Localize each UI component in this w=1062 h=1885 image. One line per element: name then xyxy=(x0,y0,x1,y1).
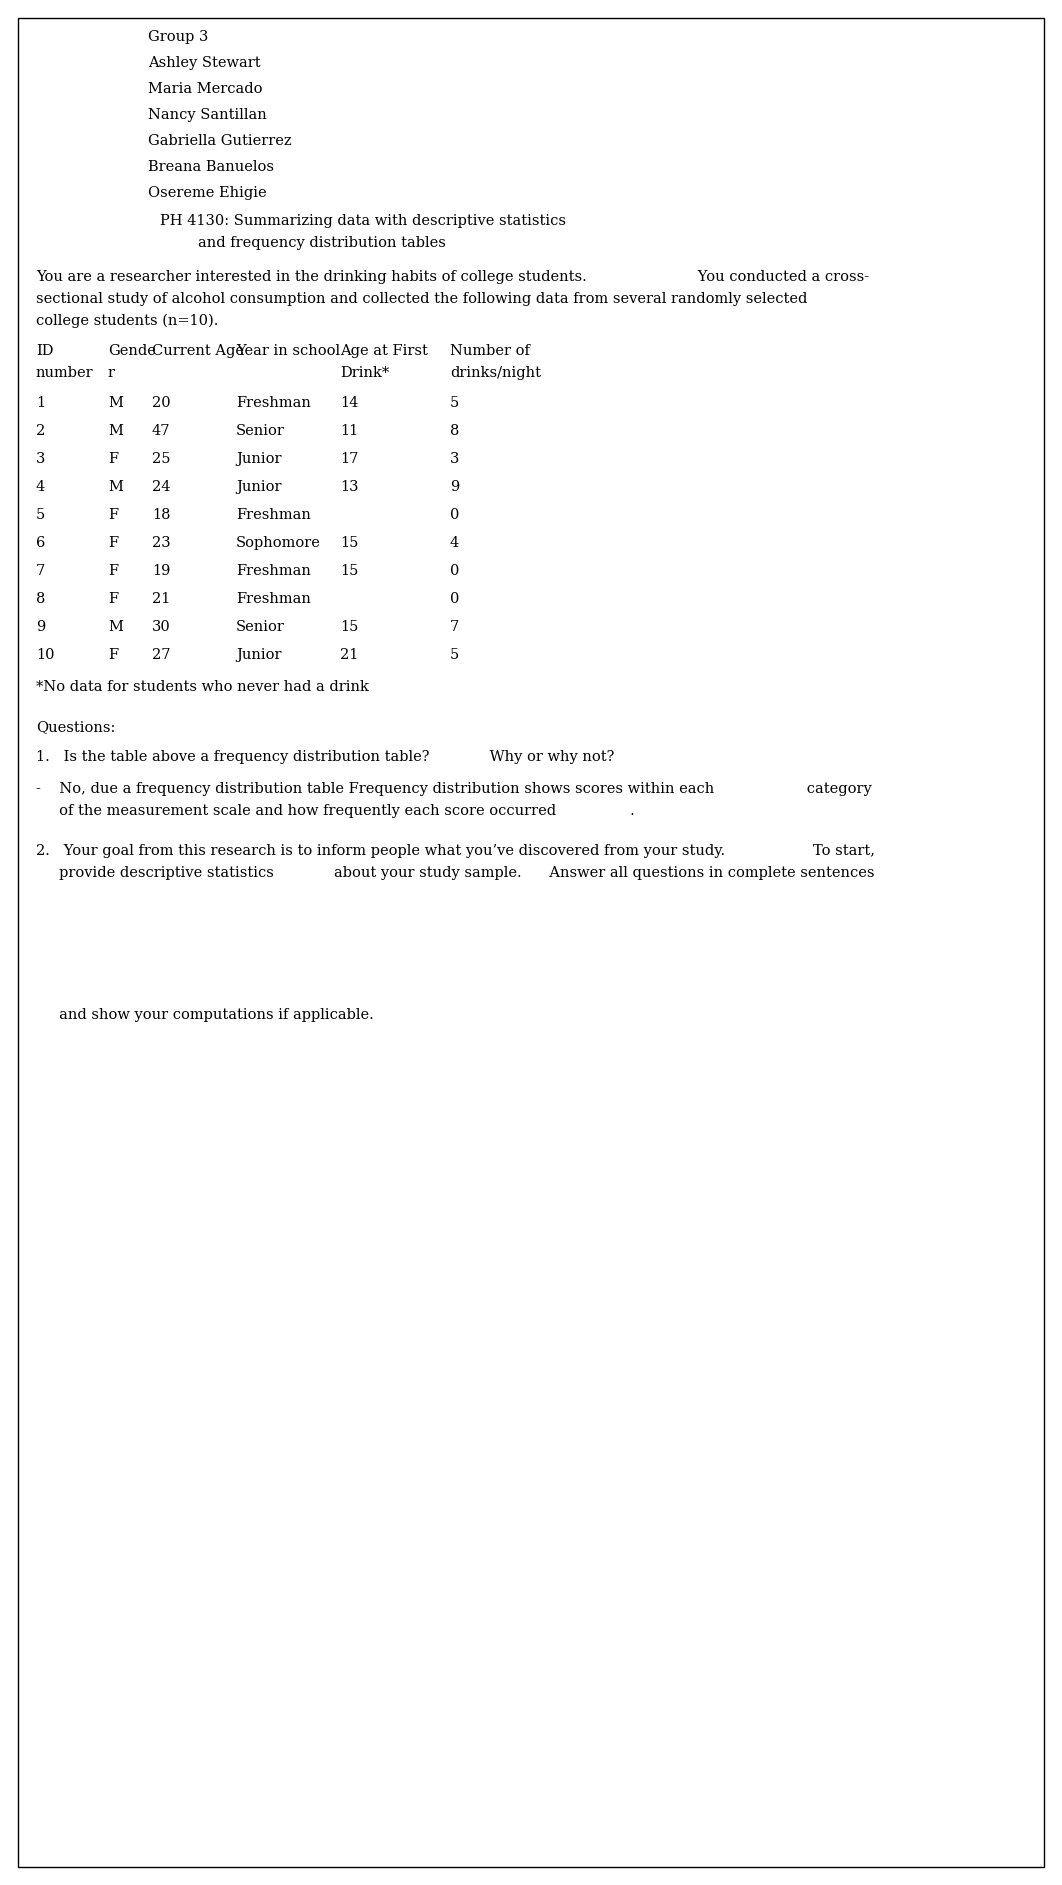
Text: You are a researcher interested in the drinking habits of college students.     : You are a researcher interested in the d… xyxy=(36,270,869,285)
Text: 0: 0 xyxy=(450,507,460,522)
Text: 7: 7 xyxy=(36,564,46,579)
Text: 3: 3 xyxy=(36,452,46,466)
Text: provide descriptive statistics             about your study sample.      Answer : provide descriptive statistics about you… xyxy=(36,865,874,880)
Text: Current Age: Current Age xyxy=(152,343,244,358)
Text: Breana Banuelos: Breana Banuelos xyxy=(148,160,274,173)
Text: 21: 21 xyxy=(152,592,170,605)
Text: 3: 3 xyxy=(450,452,460,466)
Text: M: M xyxy=(108,396,123,411)
Text: Maria Mercado: Maria Mercado xyxy=(148,83,262,96)
Text: r: r xyxy=(108,366,115,381)
Text: and frequency distribution tables: and frequency distribution tables xyxy=(198,236,446,251)
Text: 9: 9 xyxy=(450,481,459,494)
Text: Number of: Number of xyxy=(450,343,530,358)
Text: 17: 17 xyxy=(340,452,358,466)
Text: M: M xyxy=(108,620,123,633)
Text: 1: 1 xyxy=(36,396,45,411)
Text: F: F xyxy=(108,592,118,605)
Text: 20: 20 xyxy=(152,396,171,411)
Text: 27: 27 xyxy=(152,648,171,662)
Text: 23: 23 xyxy=(152,535,171,550)
Text: Age at First: Age at First xyxy=(340,343,428,358)
Text: Gabriella Gutierrez: Gabriella Gutierrez xyxy=(148,134,292,149)
Text: 18: 18 xyxy=(152,507,171,522)
Text: Senior: Senior xyxy=(236,424,285,437)
Text: 8: 8 xyxy=(450,424,460,437)
Text: 19: 19 xyxy=(152,564,170,579)
Text: Freshman: Freshman xyxy=(236,592,311,605)
Text: Junior: Junior xyxy=(236,648,281,662)
Text: Questions:: Questions: xyxy=(36,720,116,733)
Text: Group 3: Group 3 xyxy=(148,30,208,43)
Text: 9: 9 xyxy=(36,620,46,633)
Text: 14: 14 xyxy=(340,396,358,411)
Text: 13: 13 xyxy=(340,481,359,494)
Text: 4: 4 xyxy=(450,535,459,550)
Text: Junior: Junior xyxy=(236,481,281,494)
Text: number: number xyxy=(36,366,93,381)
Text: 5: 5 xyxy=(36,507,46,522)
Text: Freshman: Freshman xyxy=(236,396,311,411)
Text: Junior: Junior xyxy=(236,452,281,466)
Text: 10: 10 xyxy=(36,648,54,662)
Text: Sophomore: Sophomore xyxy=(236,535,321,550)
Text: 15: 15 xyxy=(340,620,358,633)
Text: F: F xyxy=(108,535,118,550)
Text: 47: 47 xyxy=(152,424,171,437)
Text: -    No, due a frequency distribution table Frequency distribution shows scores : - No, due a frequency distribution table… xyxy=(36,782,872,795)
Text: Freshman: Freshman xyxy=(236,507,311,522)
Text: 5: 5 xyxy=(450,648,459,662)
Text: Year in school: Year in school xyxy=(236,343,340,358)
Text: 24: 24 xyxy=(152,481,171,494)
Text: 0: 0 xyxy=(450,564,460,579)
Text: 4: 4 xyxy=(36,481,46,494)
Text: 8: 8 xyxy=(36,592,46,605)
Text: 15: 15 xyxy=(340,535,358,550)
Text: Drink*: Drink* xyxy=(340,366,390,381)
Text: sectional study of alcohol consumption and collected the following data from sev: sectional study of alcohol consumption a… xyxy=(36,292,807,305)
Text: F: F xyxy=(108,452,118,466)
Text: college students (n=10).: college students (n=10). xyxy=(36,315,219,328)
Text: 1.   Is the table above a frequency distribution table?             Why or why n: 1. Is the table above a frequency distri… xyxy=(36,750,615,763)
Text: F: F xyxy=(108,507,118,522)
Text: 2: 2 xyxy=(36,424,46,437)
Text: Nancy Santillan: Nancy Santillan xyxy=(148,107,267,123)
Text: 15: 15 xyxy=(340,564,358,579)
Text: 0: 0 xyxy=(450,592,460,605)
Text: and show your computations if applicable.: and show your computations if applicable… xyxy=(36,1008,374,1022)
Text: Ashley Stewart: Ashley Stewart xyxy=(148,57,260,70)
Text: 7: 7 xyxy=(450,620,459,633)
Text: Freshman: Freshman xyxy=(236,564,311,579)
Text: M: M xyxy=(108,481,123,494)
Text: drinks/night: drinks/night xyxy=(450,366,541,381)
Text: PH 4130: Summarizing data with descriptive statistics: PH 4130: Summarizing data with descripti… xyxy=(160,215,566,228)
Text: 25: 25 xyxy=(152,452,171,466)
Text: 30: 30 xyxy=(152,620,171,633)
Text: 5: 5 xyxy=(450,396,459,411)
Text: of the measurement scale and how frequently each score occurred                .: of the measurement scale and how frequen… xyxy=(36,805,635,818)
Text: 21: 21 xyxy=(340,648,358,662)
Text: F: F xyxy=(108,564,118,579)
Text: *No data for students who never had a drink: *No data for students who never had a dr… xyxy=(36,680,369,694)
Text: ID: ID xyxy=(36,343,53,358)
Text: F: F xyxy=(108,648,118,662)
Text: 6: 6 xyxy=(36,535,46,550)
Text: Osereme Ehigie: Osereme Ehigie xyxy=(148,187,267,200)
Text: 2.   Your goal from this research is to inform people what you’ve discovered fro: 2. Your goal from this research is to in… xyxy=(36,844,875,858)
Text: Gende: Gende xyxy=(108,343,156,358)
Text: M: M xyxy=(108,424,123,437)
Text: Senior: Senior xyxy=(236,620,285,633)
Text: 11: 11 xyxy=(340,424,358,437)
